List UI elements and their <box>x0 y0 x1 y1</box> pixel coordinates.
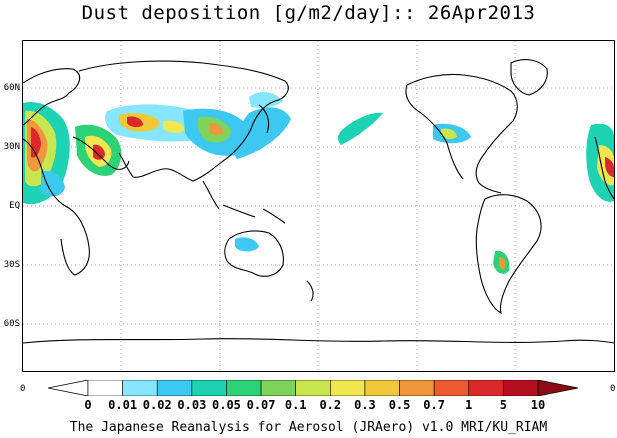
colorbar-tick-label: 10 <box>530 398 546 412</box>
coastlines <box>23 59 614 344</box>
colorbar-cells <box>87 380 539 396</box>
colorbar-arrow-right <box>537 380 579 396</box>
colorbar-cell <box>503 380 539 396</box>
world-map <box>23 41 614 371</box>
lon-label-left: 0 <box>20 384 26 394</box>
lat-label-eq: EQ <box>9 201 20 211</box>
colorbar-cell <box>226 380 262 396</box>
colorbar-tick-label: 0.02 <box>142 398 172 412</box>
colorbar-tick-label: 0.03 <box>177 398 207 412</box>
colorbar-tick-label: 0.07 <box>246 398 276 412</box>
graticule <box>23 41 614 371</box>
colorbar-cell <box>191 380 227 396</box>
colorbar-cell <box>330 380 366 396</box>
lat-label-60s: 60S <box>3 319 20 329</box>
lon-label-right: 0 <box>610 384 616 394</box>
colorbar-cell <box>433 380 470 396</box>
colorbar-tick-label: 5 <box>499 398 507 412</box>
map-footer: The Japanese Reanalysis for Aerosol (JRA… <box>69 420 548 435</box>
colorbar-tick-label: 1 <box>465 398 473 412</box>
colorbar-tick-label: 0.01 <box>108 398 138 412</box>
colorbar-tick-label: 0.3 <box>354 398 376 412</box>
colorbar-tick-label: 0.7 <box>423 398 445 412</box>
colorbar-cell <box>122 380 158 396</box>
colorbar-tick-label: 0.2 <box>319 398 342 412</box>
colorbar-cell <box>468 380 504 396</box>
map-title: Dust deposition [g/m2/day]:: 26Apr2013 <box>81 2 536 24</box>
colorbar-cell <box>260 380 296 396</box>
colorbar-tick-label: 0.5 <box>388 398 411 412</box>
colorbar-cell <box>295 380 331 396</box>
colorbar-cell <box>399 380 435 396</box>
colorbar-tick-label: 0 <box>84 398 92 412</box>
colorbar-cell <box>156 380 193 396</box>
colorbar-tick-label: 0.05 <box>212 398 241 412</box>
colorbar <box>48 380 579 396</box>
map-panel <box>22 40 615 372</box>
lat-label-30n: 30N <box>3 142 20 152</box>
colorbar-cell <box>87 380 123 396</box>
colorbar-cell <box>364 380 400 396</box>
lat-label-30s: 30S <box>3 260 20 270</box>
dust-deposition-field <box>23 92 614 274</box>
colorbar-tick-label: 0.1 <box>284 398 307 412</box>
colorbar-labels: 0 0.01 0.02 0.03 0.05 0.07 0.1 0.2 0.3 0.5 0.7 1 5 10 <box>0 398 617 412</box>
colorbar-arrow-left <box>48 380 89 396</box>
lat-label-60n: 60N <box>3 83 20 93</box>
